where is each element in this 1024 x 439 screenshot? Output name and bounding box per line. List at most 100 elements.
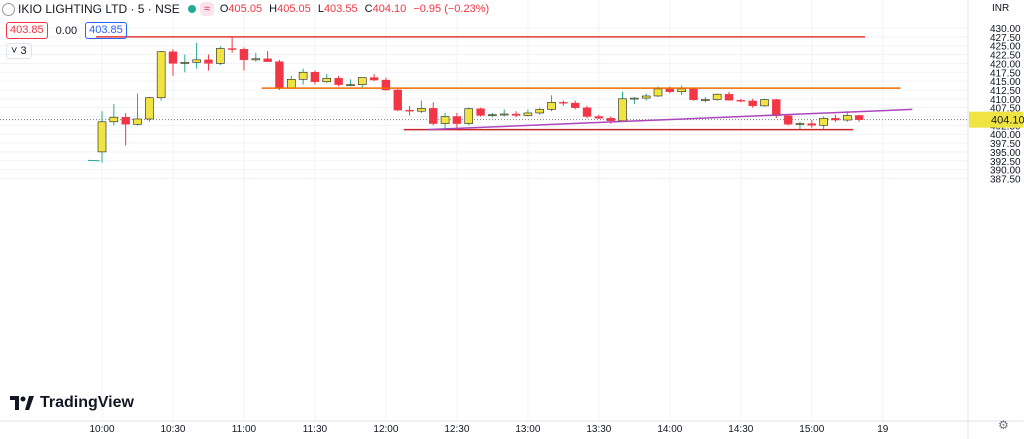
price-tick-label: 412.50 [990, 86, 1021, 97]
time-tick-label: 11:00 [232, 424, 257, 435]
candle-body [192, 59, 201, 63]
open-value: 405.05 [228, 3, 263, 15]
candle-body [145, 97, 154, 120]
candle-body [511, 113, 521, 116]
time-tick-label: 11:30 [303, 424, 328, 435]
candle-body [665, 88, 675, 92]
candle-body [216, 48, 225, 64]
candle-body [180, 62, 190, 64]
candle-body [417, 108, 426, 112]
tradingview-logo-icon [10, 396, 34, 410]
close-label: C [364, 3, 373, 15]
candle-body [156, 51, 166, 99]
logo-text: TradingView [40, 394, 134, 411]
price-tick-label: 425.00 [990, 42, 1021, 53]
candle-body [831, 118, 840, 121]
candle-body [239, 49, 249, 61]
low-value: 403.55 [323, 3, 358, 15]
candle-body [286, 79, 296, 89]
candle-body [97, 121, 107, 153]
symbol-header[interactable]: IKIO LIGHTING LTD · 5 · NSE ≈ O405.05 H 4… [2, 2, 493, 16]
candle-body [168, 51, 178, 64]
candle-body [606, 118, 615, 121]
candle-body [748, 100, 757, 107]
candle-body [298, 71, 308, 80]
candle-body [357, 77, 367, 85]
sell-button[interactable]: 403.85 [6, 22, 48, 39]
candle-body [488, 114, 497, 117]
candle-body [547, 102, 556, 110]
price-tick-label: 392.50 [990, 157, 1021, 168]
candle-body [109, 116, 119, 123]
symbol-title[interactable]: IKIO LIGHTING LTD · 5 · NSE [18, 2, 180, 16]
trade-panel: 403.85 0.00 403.85 [6, 22, 127, 39]
candle-body [310, 72, 320, 83]
candle-body [346, 84, 355, 86]
symbol-logo-icon [2, 2, 15, 16]
candle-body [618, 98, 627, 122]
candle-body [263, 58, 272, 62]
ohlc-legend: O405.05 H405.05 L403.55 C404.10 −0.95 (−… [220, 3, 493, 15]
candle-body [772, 99, 781, 116]
realtime-badge[interactable]: ≈ [199, 2, 214, 16]
candle-body [204, 59, 213, 64]
price-tick-label: 422.50 [990, 51, 1021, 62]
price-tick-label: 427.50 [990, 33, 1021, 44]
last-price-label: 404.10 [991, 115, 1024, 127]
candle-body [760, 99, 769, 107]
time-tick-label: 12:00 [373, 424, 398, 435]
spread-value: 0.00 [55, 24, 78, 37]
price-tick-label: 420.00 [990, 59, 1021, 70]
candle-body [452, 116, 462, 124]
candle-body [369, 77, 379, 81]
time-tick-label: 15:00 [799, 424, 824, 435]
currency-label[interactable]: INR [992, 3, 1010, 14]
time-tick-label: 10:30 [160, 424, 185, 435]
candle-body [393, 89, 402, 111]
candle-body [689, 88, 698, 101]
chevron-down-icon: ˅ [11, 45, 18, 57]
candle-body [783, 115, 793, 125]
tradingview-logo[interactable]: TradingView [10, 394, 134, 412]
high-label: H [269, 3, 278, 15]
gear-icon[interactable]: ⚙ [998, 418, 1009, 432]
candle-body [535, 109, 545, 114]
price-tick-label: 397.50 [990, 139, 1021, 150]
candle-body [712, 93, 722, 100]
time-tick-label: 14:30 [728, 424, 753, 435]
price-tick-label: 390.00 [990, 166, 1021, 177]
candle-body [381, 79, 391, 91]
candle-body [334, 78, 343, 85]
trendline[interactable] [427, 108, 913, 131]
price-tick-label: 387.50 [990, 174, 1021, 185]
open-label: O [219, 3, 229, 15]
time-tick-label: 13:00 [515, 424, 540, 435]
time-tick-label: 19 [877, 424, 889, 435]
candle-body [499, 113, 509, 116]
indicator-count: 3 [20, 45, 27, 57]
candle-body [736, 100, 746, 102]
close-value: 404.10 [372, 3, 407, 15]
change-value: −0.95 (−0.23%) [413, 3, 490, 15]
candle-body [701, 99, 710, 101]
time-tick-label: 10:00 [89, 424, 114, 435]
indicators-toggle[interactable]: ˅ 3 [6, 43, 32, 59]
candle-body [807, 123, 816, 126]
price-tick-label: 395.00 [990, 148, 1021, 159]
candle-body [677, 88, 686, 93]
time-tick-label: 12:30 [444, 424, 469, 435]
price-tick-label: 417.50 [990, 68, 1021, 79]
candle-body [854, 115, 864, 120]
candle-body [819, 117, 828, 126]
candle-body [322, 77, 332, 83]
candle-body [464, 108, 474, 124]
price-tick-label: 415.00 [990, 77, 1021, 88]
candle-body [842, 115, 852, 121]
buy-button[interactable]: 403.85 [85, 22, 127, 39]
price-tick-label: 407.50 [990, 104, 1021, 115]
candle-body [559, 102, 568, 104]
low-label: L [317, 3, 324, 15]
candle-body [630, 97, 639, 100]
candle-body [121, 117, 130, 125]
